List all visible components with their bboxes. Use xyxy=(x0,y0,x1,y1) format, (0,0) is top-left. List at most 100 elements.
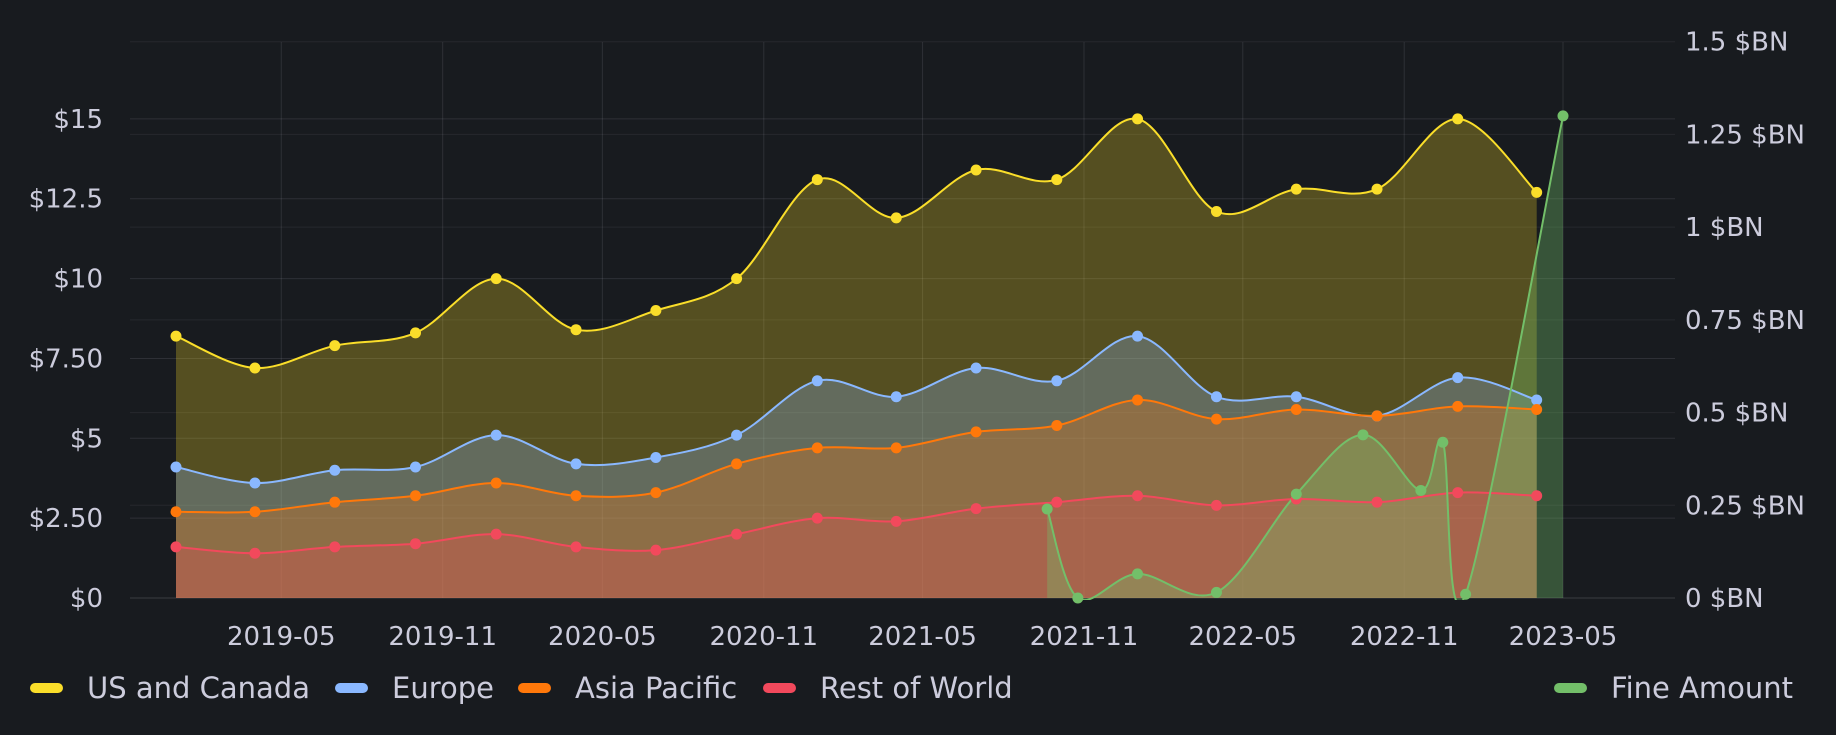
data-point-fine-amount[interactable] xyxy=(1072,592,1084,604)
data-point-us-and-canada[interactable] xyxy=(170,330,182,342)
data-point-asia-pacific[interactable] xyxy=(731,458,743,470)
data-point-us-and-canada[interactable] xyxy=(410,327,422,339)
data-point-us-and-canada[interactable] xyxy=(1051,174,1063,186)
data-point-asia-pacific[interactable] xyxy=(1132,394,1144,406)
x-tick-label: 2019-05 xyxy=(227,622,336,652)
data-point-rest-of-world[interactable] xyxy=(1051,496,1063,508)
data-point-us-and-canada[interactable] xyxy=(570,324,582,336)
y-left-tick-label: $15 xyxy=(53,105,103,135)
data-point-fine-amount[interactable] xyxy=(1210,586,1222,598)
y-right-tick-label: 0.75 $BN xyxy=(1685,306,1805,336)
data-point-rest-of-world[interactable] xyxy=(1531,490,1543,502)
axis-labels: $0 $2.50 $5 $7.50 $10 $12.5 $15 0 $BN 0.25 $BN 0.… xyxy=(29,28,1805,652)
data-point-rest-of-world[interactable] xyxy=(731,528,743,540)
data-point-rest-of-world[interactable] xyxy=(1210,499,1222,511)
data-point-asia-pacific[interactable] xyxy=(329,496,341,508)
data-point-us-and-canada[interactable] xyxy=(1210,206,1222,218)
data-point-rest-of-world[interactable] xyxy=(570,541,582,553)
data-point-asia-pacific[interactable] xyxy=(570,490,582,502)
data-point-asia-pacific[interactable] xyxy=(1290,404,1302,416)
data-point-asia-pacific[interactable] xyxy=(1051,420,1063,432)
data-point-fine-amount[interactable] xyxy=(1460,588,1472,600)
data-point-us-and-canada[interactable] xyxy=(1452,113,1464,125)
x-tick-label: 2022-11 xyxy=(1350,622,1459,652)
legend-item[interactable]: Rest of World xyxy=(763,671,1013,705)
x-tick-label: 2020-05 xyxy=(548,622,657,652)
data-point-europe[interactable] xyxy=(1051,375,1063,387)
data-point-asia-pacific[interactable] xyxy=(410,490,422,502)
data-point-us-and-canada[interactable] xyxy=(1132,113,1144,125)
data-point-rest-of-world[interactable] xyxy=(249,547,261,559)
data-point-fine-amount[interactable] xyxy=(1557,110,1569,122)
data-point-rest-of-world[interactable] xyxy=(1371,496,1383,508)
y-right-tick-label: 1 $BN xyxy=(1685,213,1764,243)
data-point-europe[interactable] xyxy=(170,461,182,473)
data-point-rest-of-world[interactable] xyxy=(490,528,502,540)
data-point-fine-amount[interactable] xyxy=(1357,429,1369,441)
y-right-tick-label: 0.25 $BN xyxy=(1685,491,1805,521)
data-point-europe[interactable] xyxy=(490,429,502,441)
data-point-asia-pacific[interactable] xyxy=(970,426,982,438)
data-point-us-and-canada[interactable] xyxy=(1290,183,1302,195)
legend-item[interactable]: Europe xyxy=(335,671,494,705)
legend-item[interactable]: Asia Pacific xyxy=(518,671,737,705)
data-point-us-and-canada[interactable] xyxy=(731,273,743,285)
data-point-europe[interactable] xyxy=(1210,391,1222,403)
data-point-fine-amount[interactable] xyxy=(1290,488,1302,500)
data-point-us-and-canada[interactable] xyxy=(650,305,662,317)
data-point-asia-pacific[interactable] xyxy=(890,442,902,454)
data-point-us-and-canada[interactable] xyxy=(490,273,502,285)
data-point-europe[interactable] xyxy=(410,461,422,473)
legend-swatch xyxy=(763,683,796,693)
data-point-rest-of-world[interactable] xyxy=(170,541,182,553)
data-point-europe[interactable] xyxy=(650,451,662,463)
data-point-europe[interactable] xyxy=(249,477,261,489)
x-tick-label: 2022-05 xyxy=(1188,622,1297,652)
legend-swatch xyxy=(518,683,551,693)
data-point-europe[interactable] xyxy=(1531,394,1543,406)
data-point-europe[interactable] xyxy=(970,362,982,374)
data-point-us-and-canada[interactable] xyxy=(1531,186,1543,198)
data-point-rest-of-world[interactable] xyxy=(650,544,662,556)
data-point-europe[interactable] xyxy=(1452,372,1464,384)
data-point-europe[interactable] xyxy=(811,375,823,387)
data-point-rest-of-world[interactable] xyxy=(329,541,341,553)
data-point-rest-of-world[interactable] xyxy=(890,515,902,527)
legend-item[interactable]: US and Canada xyxy=(30,671,310,705)
data-point-asia-pacific[interactable] xyxy=(490,477,502,489)
data-point-europe[interactable] xyxy=(1132,330,1144,342)
data-point-europe[interactable] xyxy=(329,464,341,476)
data-point-europe[interactable] xyxy=(890,391,902,403)
data-point-us-and-canada[interactable] xyxy=(970,164,982,176)
data-point-asia-pacific[interactable] xyxy=(1210,413,1222,425)
data-point-fine-amount[interactable] xyxy=(1437,436,1449,448)
data-point-asia-pacific[interactable] xyxy=(1371,410,1383,422)
data-point-fine-amount[interactable] xyxy=(1132,568,1144,580)
data-point-asia-pacific[interactable] xyxy=(170,506,182,518)
data-point-asia-pacific[interactable] xyxy=(1531,404,1543,416)
data-point-rest-of-world[interactable] xyxy=(1132,490,1144,502)
data-point-rest-of-world[interactable] xyxy=(410,538,422,550)
data-point-europe[interactable] xyxy=(570,458,582,470)
legend-item[interactable]: Fine Amount xyxy=(1554,671,1793,705)
data-point-europe[interactable] xyxy=(1290,391,1302,403)
grid-lines xyxy=(130,41,1675,599)
y-right-tick-label: 1.5 $BN xyxy=(1685,28,1788,58)
data-point-asia-pacific[interactable] xyxy=(811,442,823,454)
data-point-europe[interactable] xyxy=(731,429,743,441)
data-point-fine-amount[interactable] xyxy=(1041,503,1053,515)
data-point-us-and-canada[interactable] xyxy=(249,362,261,374)
data-point-rest-of-world[interactable] xyxy=(1452,487,1464,499)
data-point-us-and-canada[interactable] xyxy=(1371,183,1383,195)
y-left-tick-label: $12.5 xyxy=(29,185,103,215)
data-point-asia-pacific[interactable] xyxy=(1452,400,1464,412)
series-line-fine-amount xyxy=(1046,115,1564,600)
data-point-rest-of-world[interactable] xyxy=(970,503,982,515)
data-point-asia-pacific[interactable] xyxy=(249,506,261,518)
data-point-us-and-canada[interactable] xyxy=(329,340,341,352)
data-point-us-and-canada[interactable] xyxy=(890,212,902,224)
data-point-us-and-canada[interactable] xyxy=(811,174,823,186)
data-point-rest-of-world[interactable] xyxy=(811,512,823,524)
data-point-fine-amount[interactable] xyxy=(1415,484,1427,496)
data-point-asia-pacific[interactable] xyxy=(650,487,662,499)
